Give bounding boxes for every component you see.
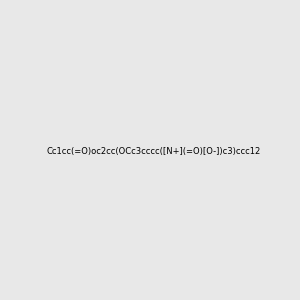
Text: Cc1cc(=O)oc2cc(OCc3cccc([N+](=O)[O-])c3)ccc12: Cc1cc(=O)oc2cc(OCc3cccc([N+](=O)[O-])c3)… bbox=[46, 147, 261, 156]
